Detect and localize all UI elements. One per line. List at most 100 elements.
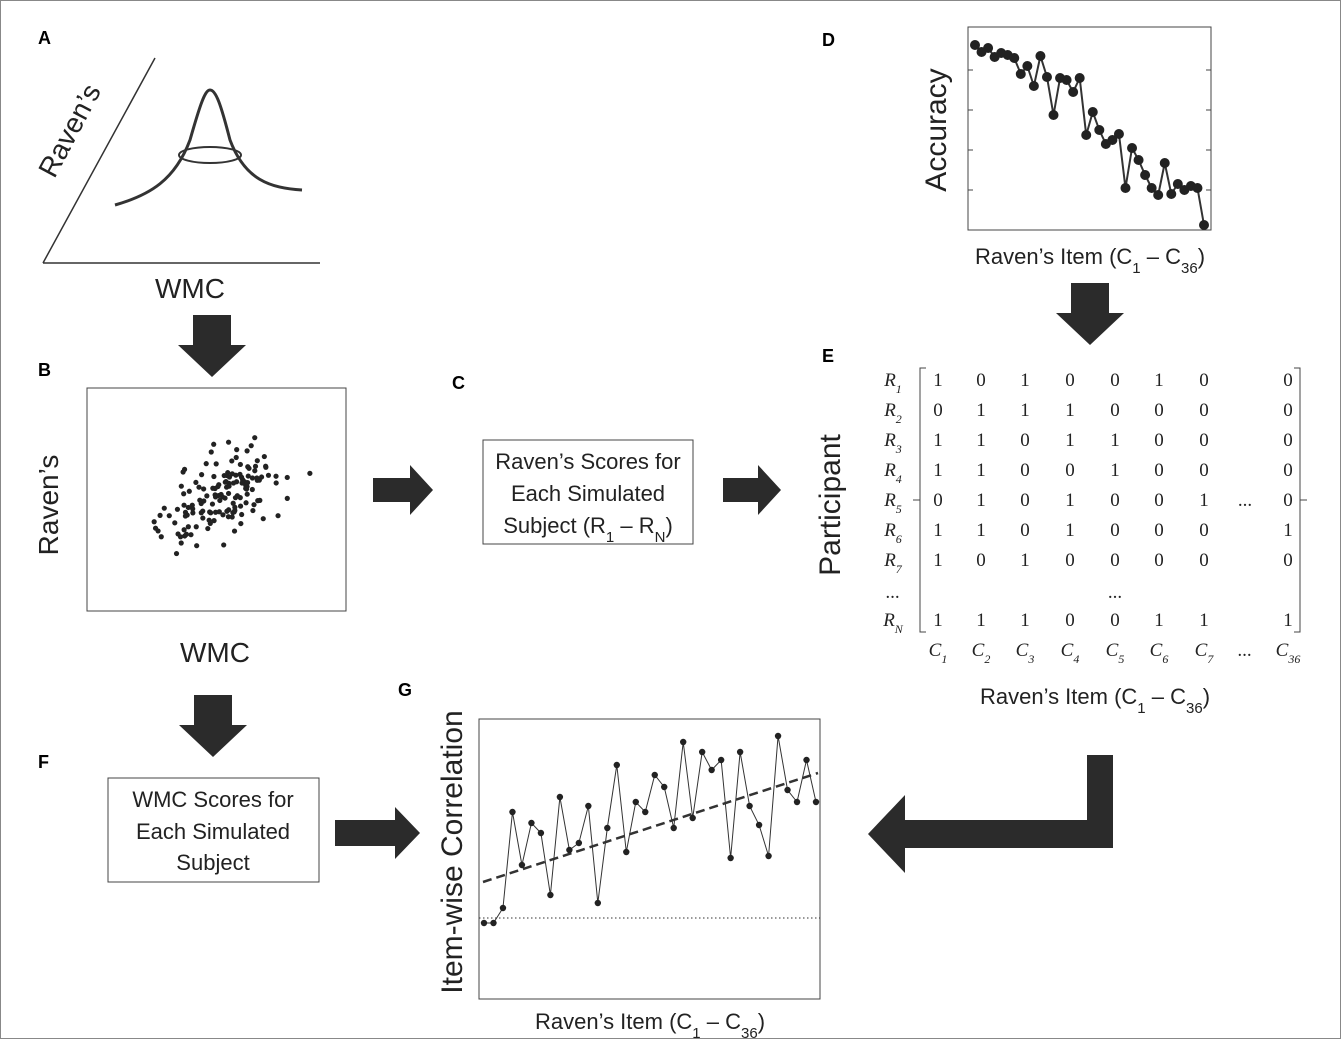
point <box>575 839 583 847</box>
point <box>1094 125 1105 135</box>
text-part: Each Simulated <box>136 819 290 844</box>
scatter-point <box>190 506 196 512</box>
point <box>1127 143 1138 153</box>
matrix-cell: 1 <box>933 370 943 391</box>
ticks <box>968 69 1211 191</box>
accuracy-line <box>970 40 1209 230</box>
scatter-point <box>201 498 207 504</box>
row-label: R3 <box>883 430 902 456</box>
point <box>1009 53 1020 63</box>
x-label: Raven’s Item (C1 – C36) <box>980 684 1210 717</box>
point <box>623 848 630 856</box>
matrix-cell: 1 <box>933 430 943 451</box>
scatter-point <box>188 532 194 538</box>
point <box>1159 158 1170 168</box>
matrix-cell: 0 <box>1283 370 1293 391</box>
matrix-cell: 0 <box>1283 400 1293 421</box>
scatter-point <box>260 516 266 522</box>
subscript: 3 <box>895 442 902 456</box>
scatter-point <box>245 464 251 470</box>
matrix-cell: 1 <box>976 520 986 541</box>
matrix-cell: 0 <box>933 490 943 511</box>
point <box>983 43 994 53</box>
point <box>1120 183 1131 193</box>
matrix-cell: 1 <box>976 400 986 421</box>
subscript: 6 <box>1162 652 1168 666</box>
column-label: C6 <box>1150 640 1169 666</box>
correlation-line <box>480 732 820 927</box>
subscript: 1 <box>606 529 614 546</box>
row-label: R1 <box>883 370 902 396</box>
scatter-point <box>175 531 181 537</box>
contour <box>178 146 242 164</box>
arrow <box>179 695 247 757</box>
y-label: Item-wise Correlation <box>436 710 469 993</box>
scatter-point <box>225 514 232 520</box>
column-label: C5 <box>1106 640 1125 666</box>
text-part: – C <box>1146 684 1186 709</box>
text-part: Raven’s Item (C <box>535 1009 692 1034</box>
point <box>970 40 980 50</box>
point <box>755 821 763 829</box>
point <box>528 819 535 827</box>
scatter-point <box>273 480 279 486</box>
y-label: Accuracy <box>920 68 953 191</box>
arrow <box>335 807 420 859</box>
scatter-point <box>193 479 199 486</box>
text-part: ) <box>665 513 672 538</box>
scatter-point <box>252 463 259 469</box>
subscript: 4 <box>1073 652 1079 666</box>
matrix-cell: 0 <box>1283 490 1293 511</box>
matrix-cell: 0 <box>1065 370 1075 391</box>
row-label: R2 <box>883 400 902 426</box>
point <box>717 756 725 764</box>
subscript: 1 <box>1137 700 1145 717</box>
scatter-point <box>230 480 237 486</box>
scatter-point <box>255 498 261 504</box>
scatter-point <box>194 543 200 549</box>
scatter-point <box>263 463 269 469</box>
scatter-point <box>181 491 187 497</box>
point <box>1199 220 1209 230</box>
text-part: Raven’s Item (C <box>975 244 1132 269</box>
scatter-point <box>232 507 238 514</box>
row-label: R6 <box>883 520 902 546</box>
matrix-cell: 0 <box>1283 460 1293 481</box>
box-text: Raven’s Scores for <box>495 449 680 474</box>
scatter-point <box>205 525 211 532</box>
point <box>1146 183 1157 193</box>
x-label: Raven’s Item (C1 – C36) <box>535 1009 765 1039</box>
scatter-point <box>237 461 243 468</box>
point <box>518 861 526 869</box>
matrix-cell: 1 <box>976 460 986 481</box>
arrow <box>723 465 781 515</box>
matrix-cell: 1 <box>1283 610 1293 631</box>
point <box>746 802 753 810</box>
scatter-point <box>200 508 206 514</box>
point <box>556 793 564 801</box>
scatter-point <box>239 511 245 518</box>
point <box>613 761 620 769</box>
text-part: Subject (R <box>503 513 606 538</box>
scatter-point <box>151 519 157 525</box>
text-part: R <box>883 400 896 421</box>
matrix-cell: 0 <box>1154 550 1164 571</box>
matrix-cell: 1 <box>933 550 943 571</box>
text-part: ) <box>758 1009 765 1034</box>
matrix-cell: 0 <box>1154 460 1164 481</box>
matrix-cell: 1 <box>1154 610 1164 631</box>
matrix-cell: ... <box>1238 490 1252 511</box>
column-label: C3 <box>1016 640 1035 666</box>
scatter-point <box>181 502 187 508</box>
scatter-point <box>193 524 199 530</box>
matrix-cell: 0 <box>1020 520 1030 541</box>
point <box>812 798 820 806</box>
text-part: C <box>1061 640 1074 661</box>
scatter-point <box>238 520 244 527</box>
text-part: R <box>883 370 896 391</box>
subscript: 4 <box>896 472 902 486</box>
column-label: C36 <box>1276 640 1301 666</box>
text-part: Raven’s Item (C <box>980 684 1137 709</box>
text-part: ... <box>886 582 900 603</box>
